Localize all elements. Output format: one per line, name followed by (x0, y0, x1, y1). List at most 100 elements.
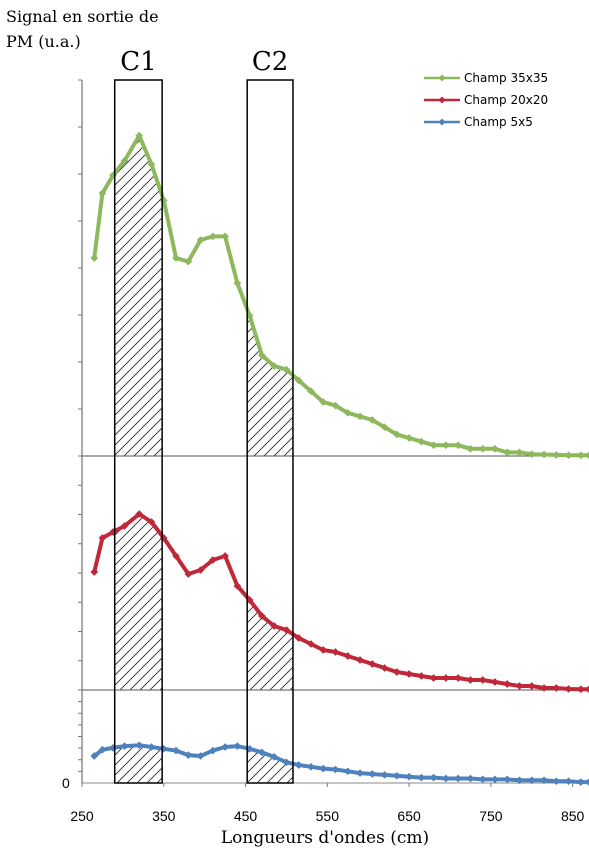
data-point-champ-35x35 (564, 451, 573, 460)
data-point-champ-35x35 (343, 408, 352, 417)
data-point-champ-35x35 (319, 398, 328, 406)
data-point-champ-5x5 (417, 773, 426, 782)
data-point-champ-20x20 (221, 552, 230, 560)
data-point-champ-20x20 (282, 626, 291, 634)
y-tick-label-zero: 0 (62, 775, 70, 791)
data-point-champ-5x5 (282, 758, 291, 767)
data-point-champ-5x5 (392, 771, 401, 780)
data-point-champ-35x35 (90, 254, 99, 262)
legend-label-champ-20x20: Champ 20x20 (464, 93, 548, 107)
y-axis-label-line-2: PM (u.a.) (6, 32, 81, 51)
legend-label-champ-35x35: Champ 35x35 (464, 71, 548, 85)
data-point-champ-35x35 (585, 451, 589, 460)
data-point-champ-35x35 (233, 279, 242, 288)
data-point-champ-35x35 (466, 444, 475, 453)
data-point-champ-20x20 (120, 522, 129, 530)
series-line-champ-20x20 (92, 512, 589, 692)
data-point-champ-5x5 (98, 745, 107, 754)
data-point-champ-35x35 (478, 444, 487, 453)
data-point-champ-20x20 (491, 678, 499, 686)
x-axis-title: Longueurs d'ondes (cm) (221, 828, 429, 848)
data-point-champ-35x35 (515, 448, 524, 457)
legend-marker-champ-20x20 (438, 96, 446, 104)
x-tick-label: 750 (479, 808, 503, 824)
legend-label-champ-5x5: Champ 5x5 (464, 115, 533, 129)
data-point-champ-20x20 (478, 676, 487, 684)
band-hatch-c1 (114, 135, 163, 456)
data-point-champ-5x5 (331, 765, 340, 774)
data-point-champ-20x20 (429, 674, 438, 682)
data-point-champ-20x20 (257, 612, 266, 620)
data-point-champ-35x35 (270, 362, 279, 370)
data-point-champ-5x5 (343, 767, 352, 776)
data-point-champ-20x20 (184, 570, 193, 578)
data-point-champ-5x5 (491, 775, 499, 784)
data-point-champ-5x5 (356, 769, 364, 778)
data-point-champ-20x20 (208, 556, 217, 564)
legend-marker-champ-35x35 (438, 74, 446, 82)
data-point-champ-35x35 (184, 257, 193, 266)
legend-marker-champ-5x5 (438, 118, 446, 126)
series-line-champ-35x35 (92, 133, 589, 458)
data-point-champ-35x35 (380, 423, 389, 432)
data-point-champ-5x5 (441, 774, 450, 783)
data-point-champ-20x20 (417, 672, 426, 680)
data-point-champ-35x35 (257, 351, 266, 360)
data-point-champ-35x35 (147, 160, 156, 169)
x-tick-label: 350 (152, 808, 176, 824)
data-point-champ-35x35 (392, 430, 401, 439)
data-point-champ-20x20 (233, 582, 242, 590)
x-tick-label: 650 (397, 808, 421, 824)
data-point-champ-35x35 (196, 236, 205, 244)
data-point-champ-35x35 (331, 401, 340, 410)
data-point-champ-5x5 (564, 777, 573, 786)
data-point-champ-20x20 (356, 656, 364, 664)
data-point-champ-35x35 (208, 232, 217, 241)
data-point-champ-5x5 (90, 752, 99, 760)
data-point-champ-5x5 (527, 776, 536, 785)
data-point-champ-5x5 (515, 776, 524, 785)
data-point-champ-35x35 (120, 156, 129, 165)
data-point-champ-35x35 (576, 451, 585, 460)
data-point-champ-5x5 (135, 741, 144, 750)
band-hatch-c2 (247, 597, 293, 690)
data-point-champ-5x5 (478, 775, 487, 784)
data-point-champ-5x5 (221, 743, 230, 751)
data-point-champ-20x20 (576, 685, 585, 694)
data-point-champ-35x35 (294, 376, 303, 385)
data-point-champ-20x20 (368, 660, 377, 668)
data-point-champ-20x20 (90, 568, 99, 576)
x-tick-label: 850 (561, 808, 585, 824)
data-point-champ-5x5 (196, 752, 205, 760)
data-point-champ-35x35 (491, 444, 499, 453)
series-line-champ-5x5 (93, 743, 589, 785)
data-point-champ-5x5 (270, 752, 279, 761)
data-point-champ-35x35 (552, 450, 561, 459)
data-point-champ-20x20 (503, 680, 512, 688)
data-point-champ-5x5 (368, 770, 377, 778)
data-point-champ-35x35 (527, 450, 536, 459)
data-point-champ-5x5 (319, 764, 328, 773)
data-point-champ-20x20 (515, 682, 524, 690)
data-point-champ-20x20 (454, 674, 463, 682)
data-point-champ-35x35 (282, 365, 291, 374)
band-hatch-c1 (114, 745, 163, 783)
data-point-champ-35x35 (172, 254, 180, 262)
data-point-champ-35x35 (441, 441, 450, 450)
data-point-champ-35x35 (429, 441, 438, 450)
data-point-champ-20x20 (270, 622, 279, 630)
band-label-c1: C1 (120, 47, 156, 77)
data-point-champ-35x35 (307, 387, 315, 396)
data-point-champ-20x20 (331, 648, 340, 656)
x-tick-label: 450 (234, 808, 258, 824)
data-point-champ-20x20 (196, 566, 205, 574)
data-point-champ-20x20 (294, 634, 303, 642)
data-point-champ-5x5 (294, 761, 303, 769)
data-point-champ-20x20 (98, 534, 107, 542)
data-point-champ-5x5 (184, 751, 193, 760)
data-point-champ-20x20 (392, 668, 401, 676)
data-point-champ-20x20 (441, 674, 450, 682)
data-point-champ-35x35 (540, 450, 548, 459)
data-point-champ-20x20 (307, 640, 315, 648)
x-tick-label: 550 (316, 808, 340, 824)
